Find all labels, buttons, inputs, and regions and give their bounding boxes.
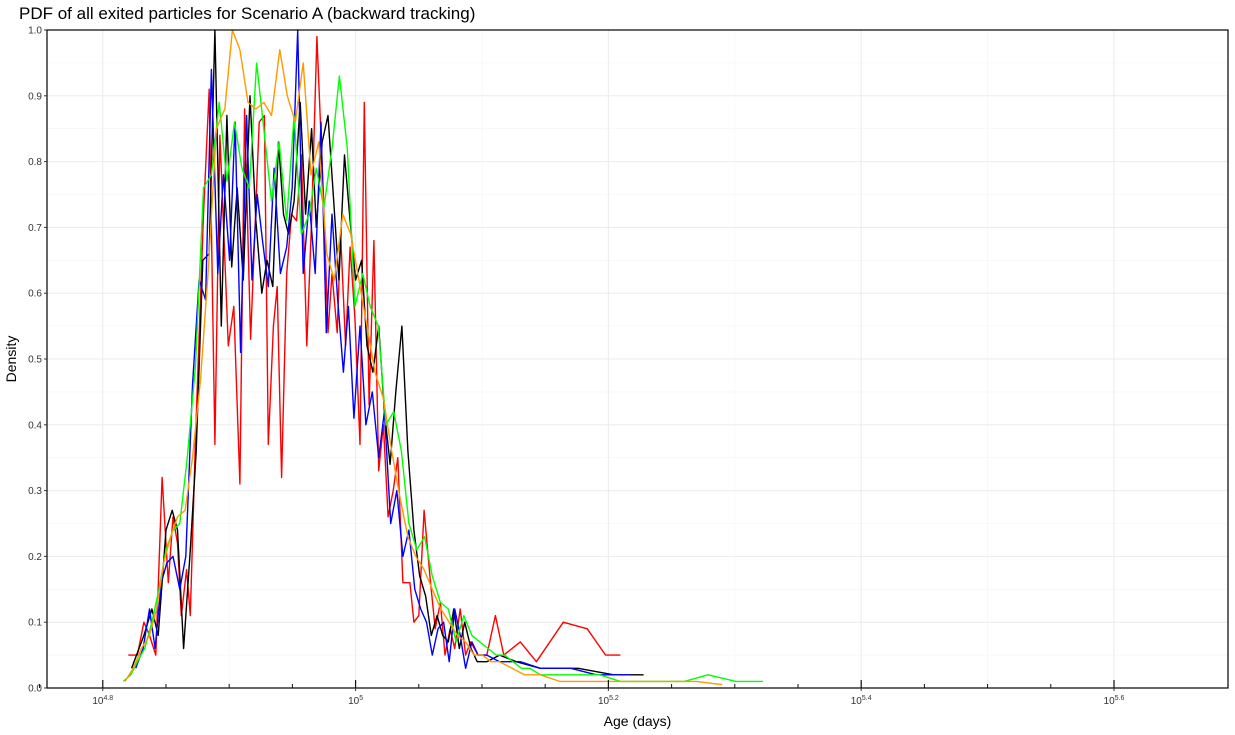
y-tick-label: 0.1 [28, 618, 42, 629]
chart-title: PDF of all exited particles for Scenario… [19, 4, 476, 23]
y-tick-label: 0.2 [28, 552, 42, 563]
x-axis: 104.8 105 105.2 105.4 105.6 [39, 680, 1125, 707]
series-line-2 [130, 29, 644, 676]
y-axis: 0.0 0.1 0.2 0.3 0.4 0.5 0.6 0.7 0.8 0.9 1.0 [28, 26, 47, 695]
y-tick-label: 0.7 [28, 223, 42, 234]
y-tick-label: 0.6 [28, 289, 42, 300]
y-tick-label: 0.9 [28, 91, 42, 102]
x-axis-title: Age (days) [604, 713, 672, 729]
y-tick-label: 0.4 [28, 420, 42, 431]
series-line-1 [128, 35, 621, 663]
x-tick-label: 104.8 [92, 695, 113, 707]
y-axis-title: Density [3, 336, 19, 383]
x-tick-label: 105 [348, 695, 363, 707]
series-line-5 [124, 29, 723, 686]
series-group [122, 29, 763, 686]
series-line-3 [135, 29, 631, 676]
y-tick-label: 0.0 [28, 684, 42, 695]
grid [47, 29, 1228, 689]
y-tick-label: 0.3 [28, 486, 42, 497]
x-tick-label: 105.2 [598, 695, 619, 707]
y-tick-label: 0.8 [28, 157, 42, 168]
y-tick-label: 1.0 [28, 26, 42, 37]
x-tick-label: 105.6 [1104, 695, 1125, 707]
y-tick-label: 0.5 [28, 355, 42, 366]
x-tick-label: 105.4 [851, 695, 872, 707]
